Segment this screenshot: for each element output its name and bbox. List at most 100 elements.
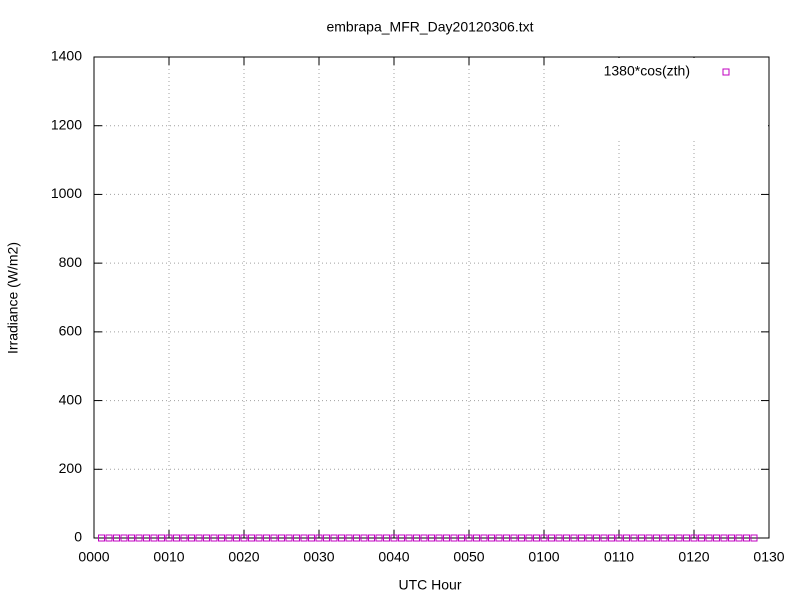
point: [608, 534, 615, 542]
y-tick-label: 1000: [51, 185, 82, 201]
point: [233, 534, 240, 542]
point: [750, 534, 758, 542]
point: [518, 534, 525, 542]
point: [323, 534, 330, 542]
chart-title: embrapa_MFR_Day20120306.txt: [326, 19, 533, 35]
x-tick-label: 0010: [153, 549, 184, 565]
point: [278, 534, 285, 542]
point: [113, 534, 120, 542]
point: [720, 534, 728, 542]
point: [420, 534, 428, 542]
point: [255, 534, 263, 542]
point: [713, 534, 720, 542]
point: [375, 534, 383, 542]
point: [585, 534, 593, 542]
point: [488, 534, 495, 542]
point: [135, 534, 143, 542]
legend-label: 1380*cos(zth): [604, 63, 690, 79]
y-tick-label: 0: [74, 529, 82, 545]
point: [570, 534, 578, 542]
point: [188, 534, 195, 542]
point: [428, 534, 435, 542]
x-tick-label: 0120: [678, 549, 709, 565]
point: [600, 534, 608, 542]
point: [173, 534, 180, 542]
point: [690, 534, 698, 542]
point: [503, 534, 510, 542]
point: [398, 534, 405, 542]
point: [698, 534, 705, 542]
point: [555, 534, 563, 542]
point: [683, 534, 690, 542]
point: [563, 534, 570, 542]
y-axis-label: Irradiance (W/m2): [5, 242, 21, 354]
point: [728, 534, 735, 542]
point: [300, 534, 308, 542]
point: [645, 534, 653, 542]
plot-border: [93, 56, 770, 539]
legend-box: [562, 58, 768, 138]
point: [495, 534, 503, 542]
x-axis-label: UTC Hour: [398, 577, 461, 593]
point: [128, 534, 135, 542]
point: [353, 534, 360, 542]
point: [458, 534, 465, 542]
point: [165, 534, 173, 542]
point: [465, 534, 473, 542]
y-tick-label: 600: [59, 323, 83, 339]
legend-marker: [722, 68, 730, 76]
point: [248, 534, 255, 542]
point: [630, 534, 638, 542]
point: [660, 534, 668, 542]
x-tick-label: 0110: [604, 549, 634, 565]
point: [668, 534, 675, 542]
point: [338, 534, 345, 542]
point: [540, 534, 548, 542]
point: [548, 534, 555, 542]
point: [578, 534, 585, 542]
point: [675, 534, 683, 542]
point: [638, 534, 645, 542]
x-tick-label: 0040: [378, 549, 409, 565]
point: [450, 534, 458, 542]
x-tick-label: 0030: [303, 549, 334, 565]
y-tick-label: 800: [59, 254, 83, 270]
point: [98, 534, 105, 542]
point: [435, 534, 443, 542]
point: [218, 534, 225, 542]
point: [158, 534, 165, 542]
point: [210, 534, 218, 542]
point: [443, 534, 450, 542]
point: [150, 534, 158, 542]
point: [308, 534, 315, 542]
point: [180, 534, 188, 542]
point: [390, 534, 398, 542]
point: [623, 534, 630, 542]
point: [743, 534, 750, 542]
point: [315, 534, 323, 542]
point: [525, 534, 533, 542]
point: [383, 534, 390, 542]
point: [360, 534, 368, 542]
x-tick-label: 0020: [228, 549, 259, 565]
point: [405, 534, 413, 542]
point: [195, 534, 203, 542]
x-tick-label: 0050: [453, 549, 484, 565]
point: [240, 534, 248, 542]
point: [510, 534, 518, 542]
point: [368, 534, 375, 542]
point: [143, 534, 150, 542]
point: [225, 534, 233, 542]
x-tick-label: 0100: [528, 549, 559, 565]
y-tick-label: 200: [59, 460, 83, 476]
point: [413, 534, 420, 542]
point: [480, 534, 488, 542]
point: [653, 534, 660, 542]
point: [203, 534, 210, 542]
y-tick-label: 1200: [51, 116, 82, 132]
point: [293, 534, 300, 542]
point: [705, 534, 713, 542]
point: [105, 534, 113, 542]
point: [735, 534, 743, 542]
point: [533, 534, 540, 542]
